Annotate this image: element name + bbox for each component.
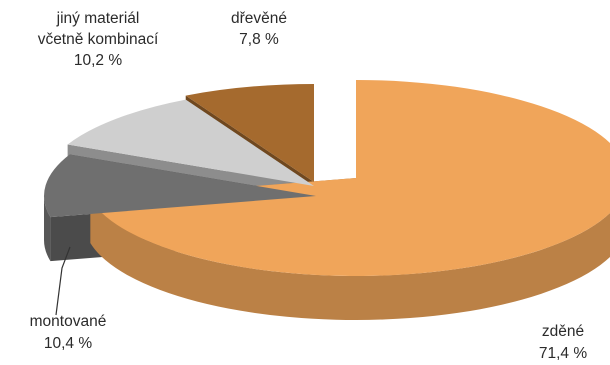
label-drevene-name: dřevěné — [231, 10, 287, 27]
pie-side-montovane — [44, 196, 51, 262]
pie-slice-jiny — [67, 99, 315, 186]
pie-slice-montovane — [44, 154, 316, 218]
label-montovane-value: 10,4 % — [44, 335, 92, 352]
pie-slice-drevene — [185, 84, 314, 182]
label-jiny-line2: včetně kombinací — [38, 31, 159, 48]
label-montovane-name: montované — [30, 313, 107, 330]
montovane-leader-line — [55, 246, 71, 316]
label-drevene-value: 7,8 % — [239, 31, 279, 48]
label-jiny-line1: jiný materiál — [56, 10, 140, 27]
pie-slice-zdene — [90, 80, 610, 276]
label-zdene-value: 71,4 % — [539, 345, 587, 362]
label-jiny-value: 10,2 % — [74, 52, 122, 69]
pie-side-zdene — [90, 199, 610, 320]
pie-slice-tops — [44, 80, 610, 276]
label-zdene-name: zděné — [542, 323, 584, 340]
